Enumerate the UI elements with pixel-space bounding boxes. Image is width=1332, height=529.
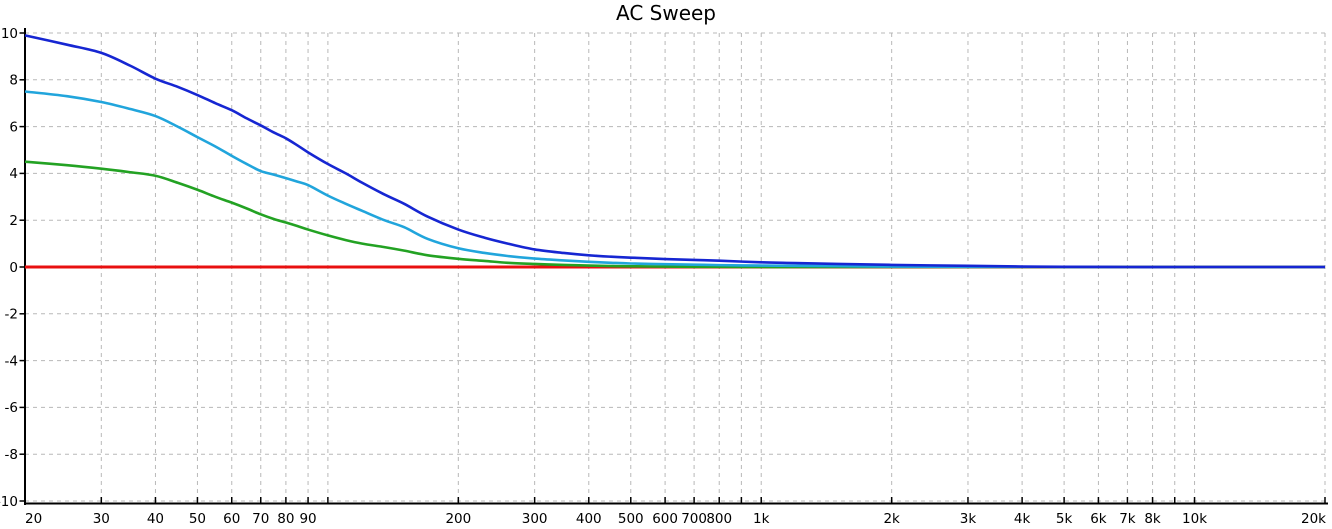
horizontal-gridlines: [25, 32, 1328, 502]
svg-text:4k: 4k: [1014, 511, 1031, 527]
svg-text:20: 20: [25, 511, 42, 527]
svg-text:600: 600: [652, 511, 678, 527]
svg-text:60: 60: [223, 511, 240, 527]
svg-text:10k: 10k: [1182, 511, 1207, 527]
svg-text:6: 6: [9, 119, 18, 135]
x-axis-ticks: [24, 497, 1326, 503]
svg-text:50: 50: [189, 511, 206, 527]
svg-text:30: 30: [93, 511, 110, 527]
svg-text:4: 4: [9, 166, 18, 182]
y-axis-labels: 10 8 6 4 2 0 -2 -4 -6 -8 -10: [0, 26, 18, 510]
svg-text:-6: -6: [5, 400, 18, 416]
svg-text:700: 700: [681, 511, 707, 527]
svg-text:-8: -8: [5, 447, 18, 463]
svg-text:20k: 20k: [1301, 511, 1326, 527]
svg-text:7k: 7k: [1119, 511, 1136, 527]
svg-text:1k: 1k: [753, 511, 770, 527]
svg-text:400: 400: [576, 511, 602, 527]
x-axis-labels: 20 30 40 50 60 70 80 90 200 300 400 500 600 700 800 1k 2…: [25, 511, 1326, 527]
svg-text:0: 0: [9, 260, 18, 276]
svg-text:5k: 5k: [1056, 511, 1073, 527]
svg-text:800: 800: [706, 511, 732, 527]
cyan-trace: [24, 90, 1325, 269]
svg-text:70: 70: [252, 511, 269, 527]
chart-title: AC Sweep: [615, 1, 716, 25]
svg-text:-10: -10: [0, 494, 18, 510]
blue-trace: [24, 34, 1325, 269]
svg-text:10: 10: [1, 26, 18, 42]
svg-text:500: 500: [618, 511, 644, 527]
svg-text:200: 200: [445, 511, 471, 527]
y-axis-ticks: [19, 32, 25, 502]
svg-text:80: 80: [277, 511, 294, 527]
svg-text:3k: 3k: [960, 511, 977, 527]
svg-text:8k: 8k: [1144, 511, 1161, 527]
svg-text:2: 2: [9, 213, 18, 229]
svg-text:8: 8: [9, 73, 18, 89]
svg-text:6k: 6k: [1090, 511, 1107, 527]
svg-text:40: 40: [147, 511, 164, 527]
svg-text:90: 90: [299, 511, 316, 527]
svg-text:300: 300: [522, 511, 548, 527]
green-trace: [24, 160, 1325, 269]
svg-text:-2: -2: [5, 307, 18, 323]
svg-text:-4: -4: [5, 353, 18, 369]
svg-text:2k: 2k: [883, 511, 900, 527]
